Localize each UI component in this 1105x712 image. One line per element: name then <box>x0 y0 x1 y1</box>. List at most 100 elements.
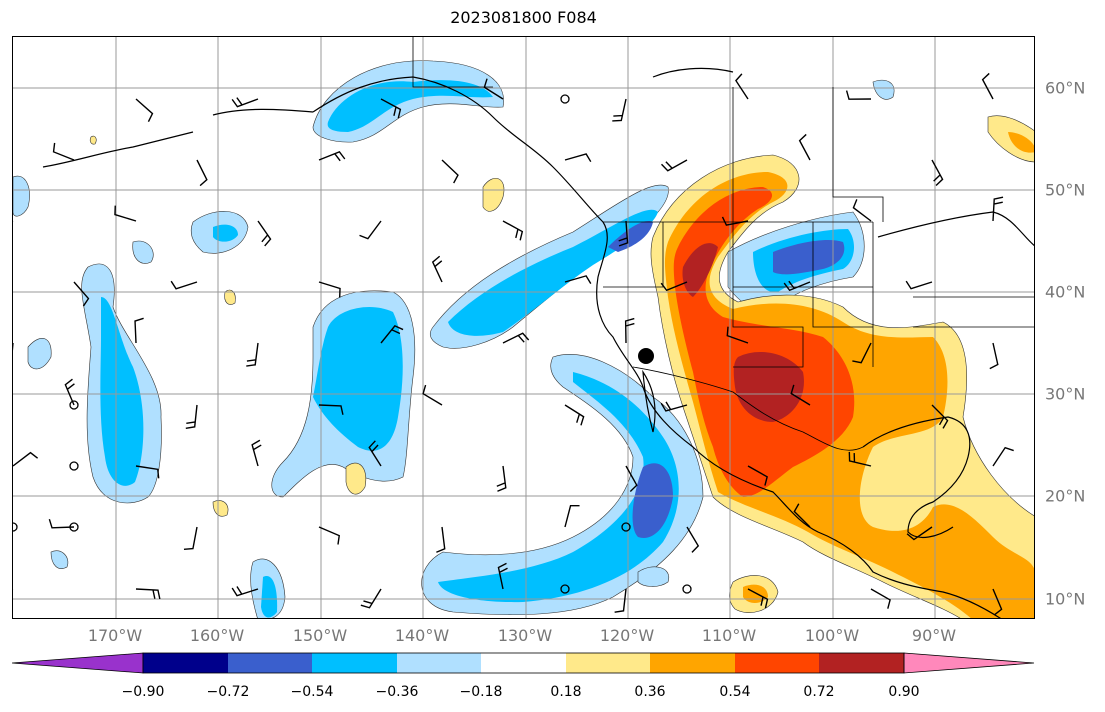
wind-barb <box>64 378 75 406</box>
lon-label-150w: 150°W <box>292 626 348 645</box>
lon-label-100w: 100°W <box>804 626 860 645</box>
wind-barb <box>661 159 688 172</box>
map-panel[interactable] <box>12 36 1035 619</box>
wind-barb <box>992 446 1014 467</box>
wind-barb <box>183 526 198 551</box>
wind-barb <box>989 342 999 370</box>
southwest-red-region <box>673 187 855 497</box>
lon-label-170w: 170°W <box>87 626 143 645</box>
wind-barb <box>135 465 160 479</box>
wind-barb <box>790 384 811 406</box>
wind-barb <box>852 342 872 364</box>
wind-barb <box>251 439 262 467</box>
colorbar-tick: 0.36 <box>634 684 666 700</box>
wind-barb <box>848 451 872 467</box>
colorbar-extension-min <box>12 652 144 674</box>
wind-barb <box>185 404 198 429</box>
wind-barb <box>318 404 344 415</box>
wind-barb <box>360 588 382 609</box>
positive-anomaly-regions <box>89 115 1034 618</box>
wind-barb <box>13 451 39 467</box>
wind-barb <box>793 503 811 528</box>
wind-barb <box>564 404 585 426</box>
wind-barb <box>436 526 446 553</box>
wind-barb <box>992 196 1004 222</box>
wind-barb <box>231 97 259 108</box>
calm-circles <box>13 94 692 594</box>
wind-barb <box>422 384 443 406</box>
colorbar-cell <box>735 653 819 673</box>
colorbar-tick: −0.54 <box>290 684 334 700</box>
wind-barb <box>380 98 402 119</box>
lat-label-60n: 60°N <box>1045 78 1086 98</box>
lat-label-30n: 30°N <box>1045 384 1086 404</box>
point-marker[interactable] <box>638 348 654 364</box>
wind-barb <box>660 401 688 412</box>
lon-label-160w: 160°W <box>189 626 245 645</box>
wind-barb <box>564 504 580 528</box>
wind-barb <box>246 342 259 367</box>
wind-barb <box>614 588 627 613</box>
colorbar-tick: 0.18 <box>550 684 582 700</box>
wind-barb <box>170 280 198 290</box>
wind-barb <box>48 519 75 529</box>
colorbar-cell <box>397 653 481 673</box>
colorbar-tick: 0.90 <box>888 684 920 700</box>
lon-label-130w: 130°W <box>497 626 553 645</box>
wind-barb <box>906 526 933 541</box>
wind-barb <box>981 72 994 100</box>
wind-barb <box>870 588 891 609</box>
wind-barb <box>747 465 768 486</box>
southwest-max-region <box>682 243 804 422</box>
wind-barb <box>483 78 504 100</box>
colorbar-tick: −0.72 <box>206 684 250 700</box>
wind-barb <box>196 159 208 187</box>
colorbar-cell <box>312 653 397 673</box>
wind-barb <box>134 317 144 344</box>
colorbar-tick: −0.18 <box>459 684 503 700</box>
wind-barb <box>318 281 341 298</box>
lat-label-50n: 50°N <box>1045 180 1086 200</box>
wind-barb <box>783 280 811 292</box>
political-borders <box>412 37 1034 451</box>
coastlines <box>42 67 1034 618</box>
wind-barb <box>931 404 949 429</box>
wind-barb <box>231 586 259 597</box>
wind-barb <box>852 199 872 222</box>
wind-barb <box>441 159 459 184</box>
wind-barb <box>726 326 749 344</box>
wind-barb <box>73 281 90 307</box>
colorbar-cell <box>481 653 566 673</box>
wind-barb <box>318 526 341 545</box>
colorbar <box>12 652 1035 674</box>
wind-barb <box>721 216 749 226</box>
map-title: 2023081800 F084 <box>450 8 597 27</box>
wind-barb <box>931 159 944 187</box>
lon-label-120w: 120°W <box>599 626 655 645</box>
colorbar-tick: 0.54 <box>719 684 751 700</box>
map-svg <box>13 37 1034 618</box>
wind-barb <box>735 73 749 100</box>
colorbar-cell <box>566 653 650 673</box>
wind-barb <box>612 98 627 122</box>
wind-barb <box>257 220 272 247</box>
wind-barb <box>624 317 635 344</box>
graticule <box>13 37 1034 618</box>
colorbar-cell <box>819 653 904 673</box>
wind-barb <box>905 280 933 290</box>
wind-barb <box>564 275 592 284</box>
lon-label-90w: 90°W <box>911 626 957 645</box>
wind-barb <box>660 281 688 292</box>
wind-barb <box>497 562 508 590</box>
lat-label-20n: 20°N <box>1045 486 1086 506</box>
lat-label-40n: 40°N <box>1045 282 1086 302</box>
wind-barb <box>135 98 154 122</box>
lat-label-10n: 10°N <box>1045 589 1086 609</box>
colorbar-cell <box>650 653 735 673</box>
wind-barb <box>496 465 507 492</box>
colorbar-cell <box>143 653 228 673</box>
wind-barb <box>114 205 137 222</box>
wind-barb <box>618 220 629 247</box>
wind-barbs <box>13 72 1014 616</box>
wind-barb <box>625 465 638 492</box>
